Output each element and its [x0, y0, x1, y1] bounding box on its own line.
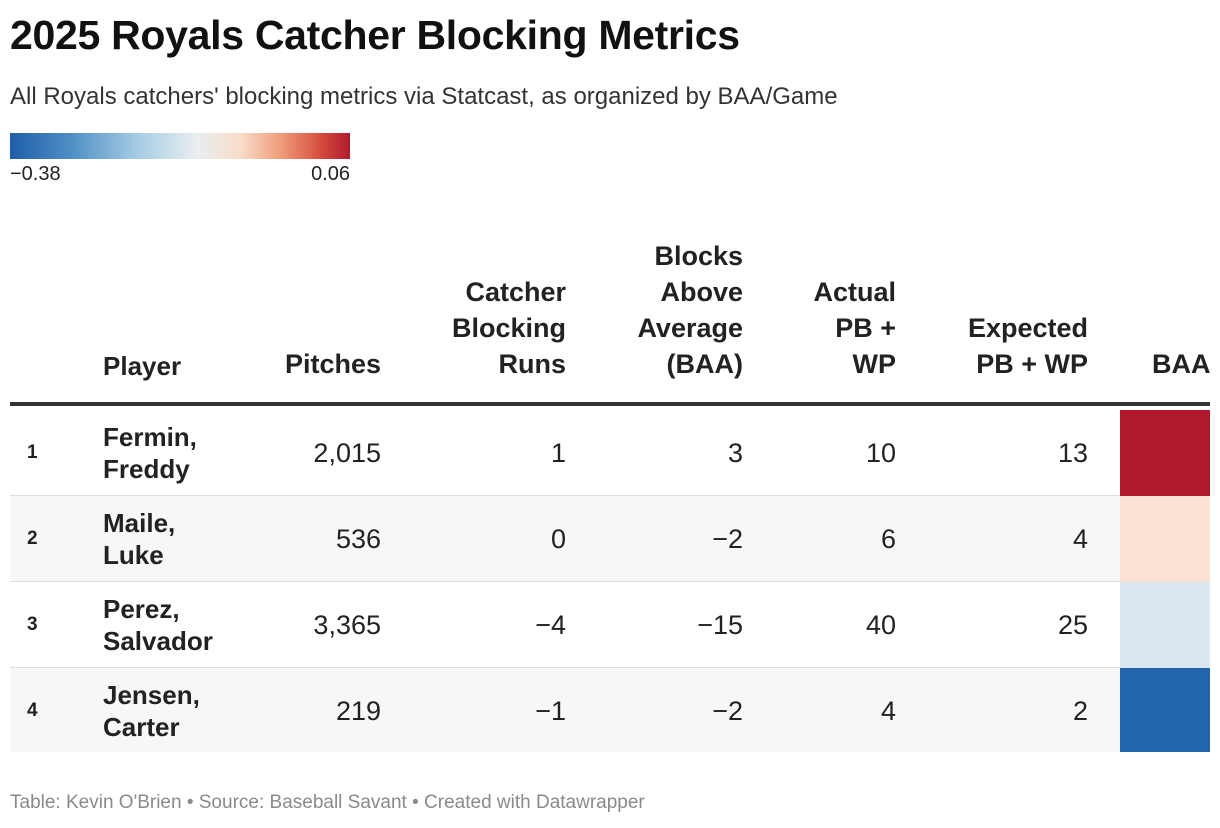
header-line: PB + — [835, 313, 896, 343]
table-row: 3 Perez, Salvador 3,365 −4 −15 40 25 — [10, 582, 1210, 668]
expected-pb-wp-cell: 25 — [1057, 609, 1088, 640]
expected-pb-wp-cell: 2 — [1072, 695, 1088, 726]
legend-gradient-bar — [10, 133, 350, 159]
expected-pb-wp-cell: 13 — [1057, 437, 1088, 468]
player-name-cell: Maile, Luke — [103, 496, 175, 582]
player-name-cell: Fermin, Freddy — [103, 410, 197, 496]
actual-pb-wp-cell: 10 — [865, 437, 896, 468]
player-last-name: Fermin, — [103, 422, 197, 452]
catcher-blocking-runs-cell: 1 — [550, 437, 566, 468]
header-line: WP — [852, 349, 897, 379]
rank-cell: 3 — [27, 614, 38, 635]
color-legend: −0.38 0.06 — [10, 133, 350, 187]
chart-title: 2025 Royals Catcher Blocking Metrics — [10, 12, 740, 58]
header-line: Actual — [813, 277, 896, 307]
baa-cell: −2 — [712, 695, 743, 726]
player-name-cell: Jensen, Carter — [103, 668, 200, 752]
header-line: Catcher — [465, 277, 566, 307]
blocking-metrics-table: Player Pitches Catcher Blocking Runs Blo… — [10, 240, 1210, 752]
actual-pb-wp-cell: 6 — [880, 523, 896, 554]
rank-cell: 4 — [27, 700, 38, 721]
catcher-blocking-runs-cell: −1 — [535, 695, 566, 726]
legend-max-label: 0.06 — [311, 163, 350, 185]
table-row: 4 Jensen, Carter 219 −1 −2 4 2 — [10, 668, 1210, 752]
table-row: 1 Fermin, Freddy 2,015 1 3 10 13 — [10, 410, 1210, 496]
baa-cell: −2 — [712, 523, 743, 554]
header-player[interactable]: Player — [103, 351, 182, 381]
header-line: Blocking — [451, 313, 566, 343]
pitches-cell: 536 — [335, 523, 381, 554]
baa-per-game-heat-cell — [1120, 668, 1210, 752]
expected-pb-wp-cell: 4 — [1072, 523, 1088, 554]
header-pitches[interactable]: Pitches — [284, 349, 381, 379]
rank-cell: 2 — [27, 528, 38, 549]
legend-min-label: −0.38 — [10, 163, 61, 185]
chart-footer: Table: Kevin O'Brien • Source: Baseball … — [10, 792, 645, 813]
pitches-cell: 219 — [335, 695, 381, 726]
header-line: (BAA) — [666, 349, 743, 379]
header-actual-pb-wp[interactable]: Actual PB + WP — [813, 274, 896, 382]
player-last-name: Perez, — [103, 594, 180, 624]
baa-per-game-heat-cell — [1120, 410, 1210, 496]
player-first-name: Carter — [103, 712, 180, 742]
table-row: 2 Maile, Luke 536 0 −2 6 4 — [10, 496, 1210, 582]
rank-cell: 1 — [27, 442, 38, 463]
header-line: Expected — [967, 313, 1088, 343]
player-name-cell: Perez, Salvador — [103, 582, 213, 668]
catcher-blocking-runs-cell: −4 — [535, 609, 566, 640]
pitches-cell: 2,015 — [313, 437, 381, 468]
header-line: Average — [637, 313, 743, 343]
pitches-cell: 3,365 — [313, 609, 381, 640]
header-line: PB + WP — [976, 349, 1088, 379]
table-body: 1 Fermin, Freddy 2,015 1 3 10 13 2 Maile, Luke 536 0… — [10, 410, 1210, 752]
baa-per-game-heat-cell — [1120, 582, 1210, 668]
baa-cell: −15 — [697, 609, 743, 640]
player-last-name: Maile, — [103, 508, 176, 538]
actual-pb-wp-cell: 40 — [865, 609, 896, 640]
header-catcher-blocking-runs[interactable]: Catcher Blocking Runs — [452, 274, 566, 382]
player-first-name: Freddy — [103, 454, 190, 484]
player-first-name: Luke — [103, 540, 164, 570]
header-blocks-above-average[interactable]: Blocks Above Average (BAA) — [637, 240, 743, 382]
header-line: Blocks — [654, 241, 743, 271]
baa-per-game-heat-cell — [1120, 496, 1210, 582]
header-line: Runs — [498, 349, 567, 379]
catcher-blocking-runs-cell: 0 — [550, 523, 566, 554]
header-baa-per-game[interactable]: BAA/Game — [1152, 349, 1210, 379]
chart-subtitle: All Royals catchers' blocking metrics vi… — [10, 83, 838, 110]
player-last-name: Jensen, — [103, 680, 200, 710]
table-header: Player Pitches Catcher Blocking Runs Blo… — [10, 240, 1210, 406]
header-expected-pb-wp[interactable]: Expected PB + WP — [968, 310, 1088, 382]
actual-pb-wp-cell: 4 — [880, 695, 896, 726]
header-line: Above — [660, 277, 743, 307]
baa-cell: 3 — [727, 437, 743, 468]
player-first-name: Salvador — [103, 626, 213, 656]
